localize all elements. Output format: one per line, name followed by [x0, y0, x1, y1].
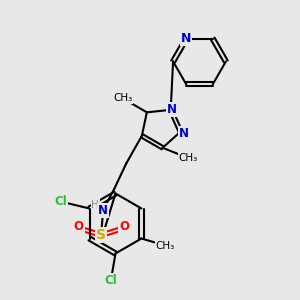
- Text: H: H: [92, 200, 99, 210]
- Text: N: N: [181, 32, 191, 45]
- Text: CH₃: CH₃: [156, 241, 175, 251]
- Text: N: N: [98, 204, 108, 217]
- Text: Cl: Cl: [104, 274, 117, 287]
- Text: CH₃: CH₃: [178, 153, 198, 163]
- Text: N: N: [167, 103, 177, 116]
- Text: O: O: [119, 220, 129, 232]
- Text: N: N: [178, 127, 188, 140]
- Text: S: S: [96, 228, 106, 242]
- Text: O: O: [74, 220, 84, 232]
- Text: Cl: Cl: [54, 195, 67, 208]
- Text: CH₃: CH₃: [113, 93, 133, 103]
